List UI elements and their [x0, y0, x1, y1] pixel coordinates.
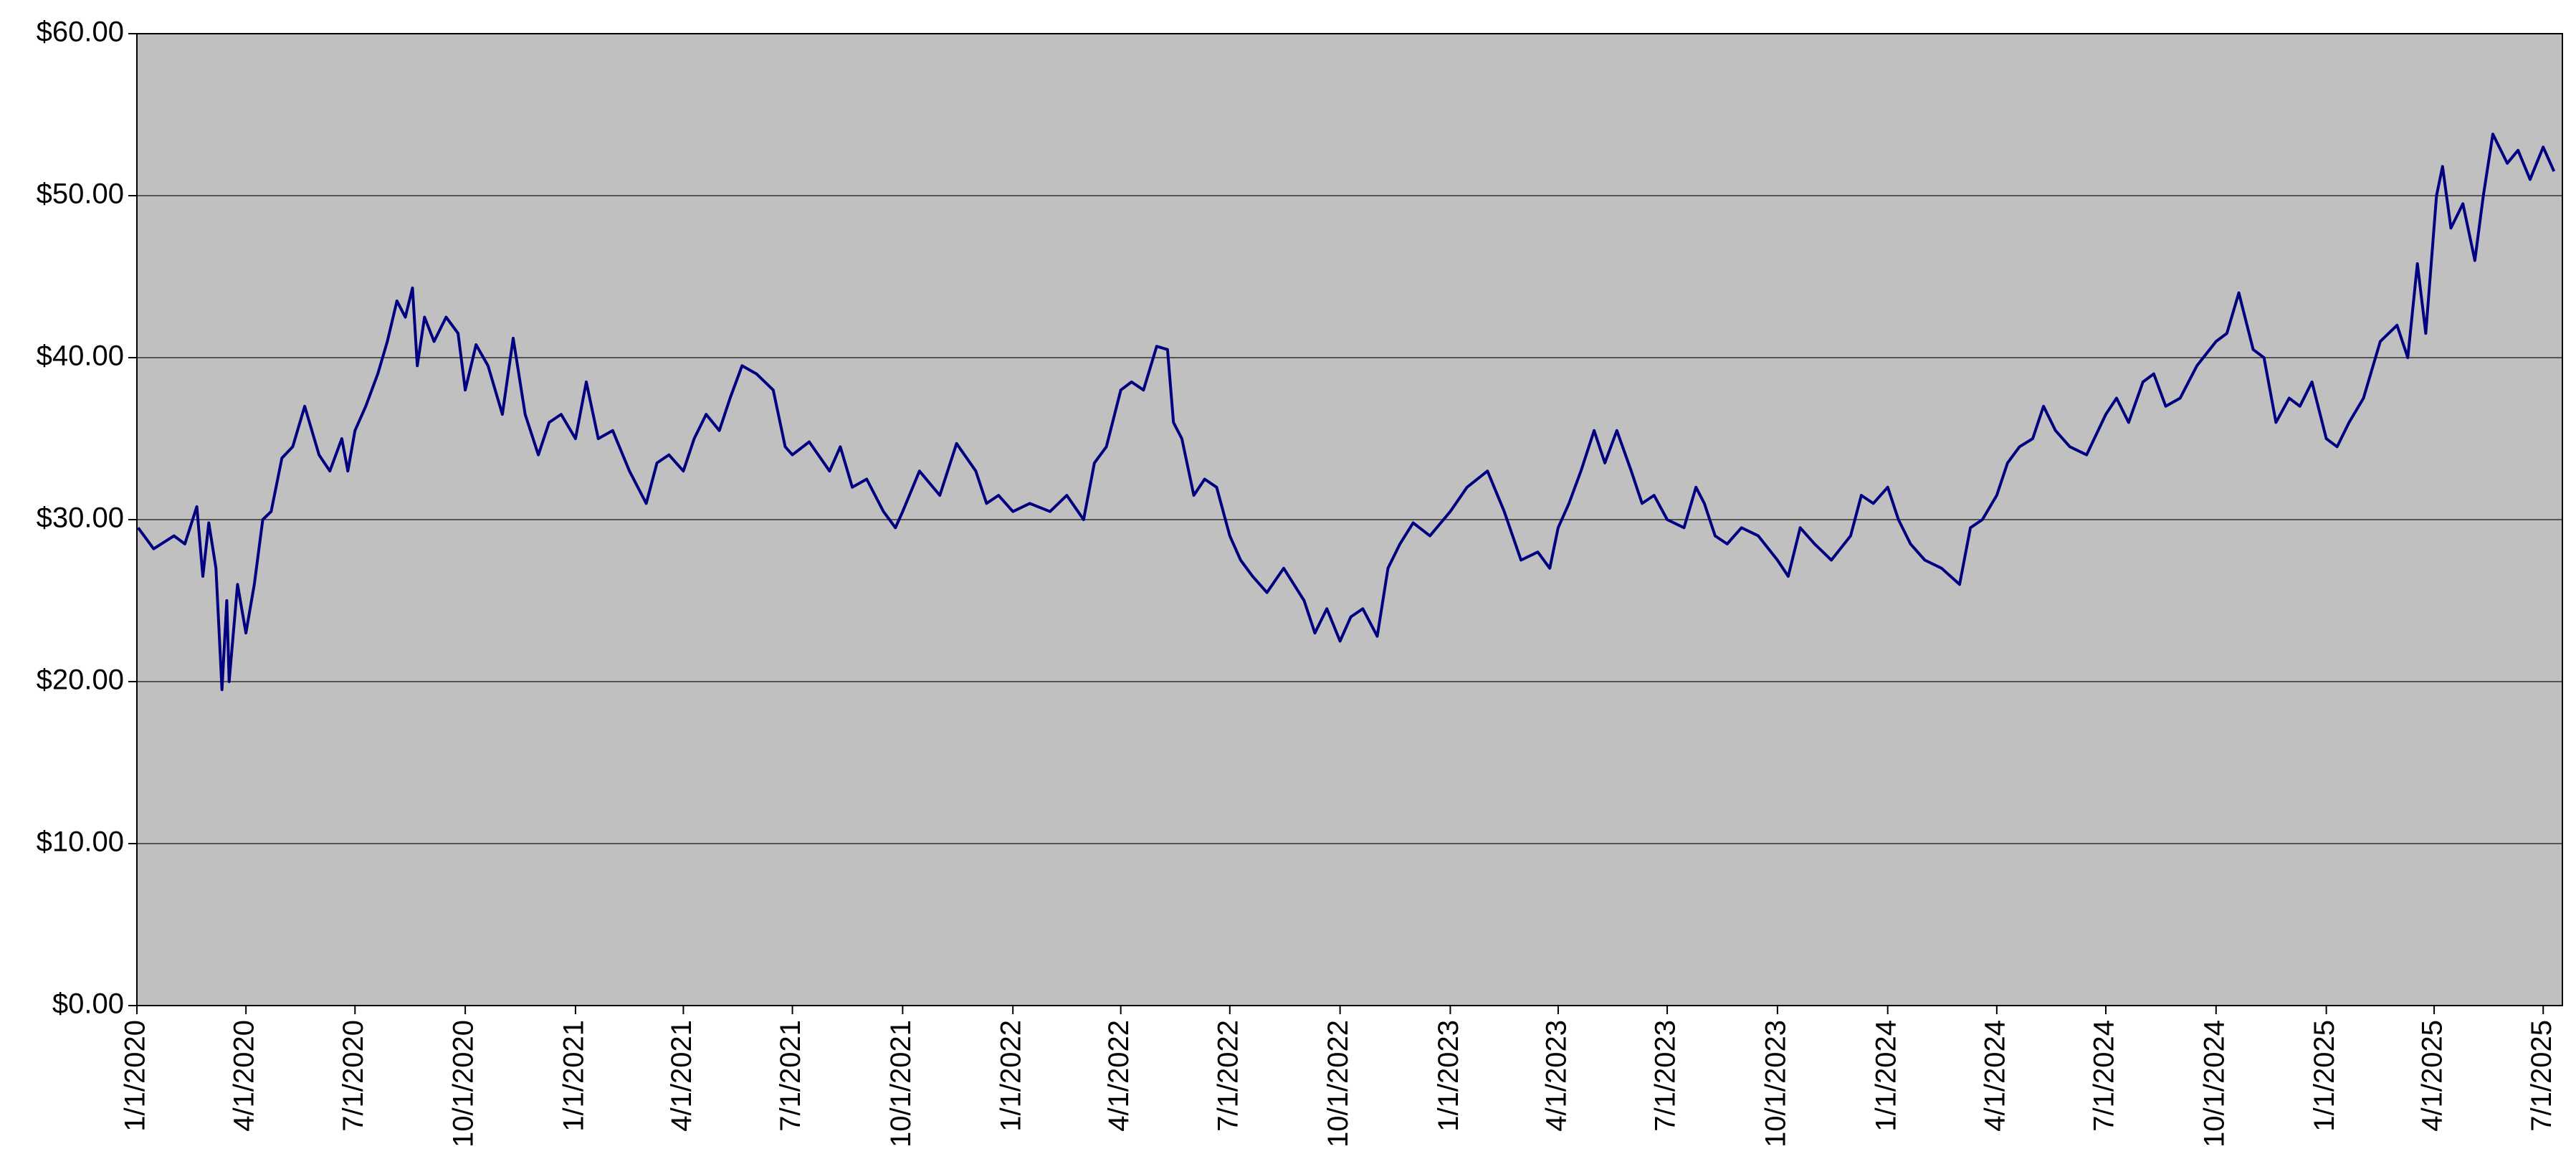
- x-tick-label: 4/1/2023: [1540, 1020, 1572, 1132]
- y-tick-label: $40.00: [37, 340, 124, 372]
- x-tick-label: 1/1/2025: [2309, 1020, 2340, 1132]
- x-tick-label: 10/1/2023: [1760, 1020, 1791, 1147]
- x-tick-label: 7/1/2024: [2089, 1020, 2120, 1132]
- plot-border: [136, 33, 2563, 1006]
- x-tick-label: 4/1/2022: [1103, 1020, 1135, 1132]
- x-tick-label: 7/1/2022: [1212, 1020, 1244, 1132]
- x-tick-label: 10/1/2021: [885, 1020, 917, 1147]
- y-tick-label: $60.00: [37, 16, 124, 48]
- x-tick-label: 10/1/2020: [448, 1020, 480, 1147]
- x-tick-label: 4/1/2024: [1979, 1020, 2010, 1132]
- x-tick-label: 1/1/2021: [558, 1020, 589, 1132]
- y-tick-label: $30.00: [37, 502, 124, 534]
- x-tick-label: 1/1/2024: [1870, 1020, 1902, 1132]
- y-tick-label: $20.00: [37, 664, 124, 696]
- y-tick-label: $50.00: [37, 178, 124, 210]
- x-tick-label: 1/1/2020: [120, 1020, 151, 1132]
- x-tick-label: 10/1/2022: [1322, 1020, 1354, 1147]
- x-tick-label: 1/1/2022: [996, 1020, 1027, 1132]
- x-tick-label: 7/1/2020: [338, 1020, 369, 1132]
- price-line: [137, 133, 2556, 692]
- y-tick-label: $0.00: [52, 988, 124, 1020]
- x-tick-label: 7/1/2025: [2526, 1020, 2557, 1132]
- x-tick-label: 1/1/2023: [1433, 1020, 1464, 1132]
- x-tick-label: 7/1/2023: [1650, 1020, 1681, 1132]
- x-tick-label: 7/1/2021: [775, 1020, 806, 1132]
- x-tick-label: 10/1/2024: [2198, 1020, 2230, 1147]
- y-tick-label: $10.00: [37, 826, 124, 858]
- x-tick-label: 4/1/2025: [2417, 1020, 2448, 1132]
- x-tick-label: 4/1/2021: [666, 1020, 697, 1132]
- x-tick-label: 4/1/2020: [229, 1020, 260, 1132]
